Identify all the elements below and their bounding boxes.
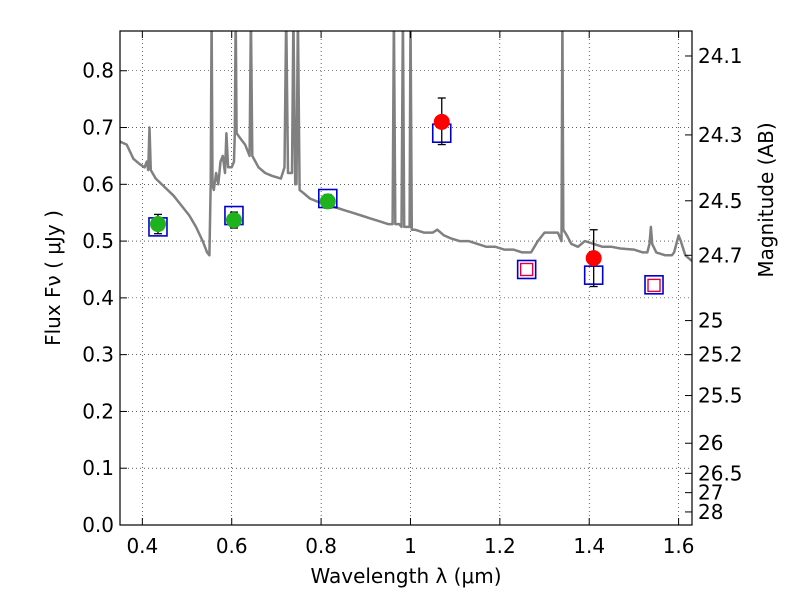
- red-data-point: [433, 113, 450, 130]
- right-tick-label: 24.5: [698, 189, 743, 213]
- spectrum-line: [120, 31, 692, 262]
- plot-frame: [119, 30, 693, 526]
- x-tick-label: 1: [404, 534, 417, 558]
- right-tick-label: 28: [698, 500, 723, 524]
- spectrum-layer: [120, 31, 692, 262]
- y-tick-label: 0.4: [82, 286, 114, 310]
- model-square: [644, 275, 664, 295]
- upper-limit-square: [519, 262, 534, 277]
- right-tick-label: 27: [698, 481, 723, 505]
- right-tick-label: 26: [698, 431, 723, 455]
- right-tick-label: 25.5: [698, 384, 743, 408]
- y-tick-label: 0.0: [82, 513, 114, 537]
- red-data-point: [585, 250, 602, 267]
- x-tick-label: 1.2: [484, 534, 516, 558]
- tick-labels: 0.4 0.6 0.8 1 1.2 1.4 1.6 0.0 0.1 0.2 0.3 0.4 0.5 0.6…: [82, 44, 742, 558]
- x-tick-label: 0.4: [126, 534, 158, 558]
- right-tick-label: 24.1: [698, 44, 743, 68]
- green-data-point: [225, 212, 242, 229]
- green-data-point: [319, 193, 336, 210]
- right-tick-label: 24.3: [698, 123, 743, 147]
- y-tick-label: 0.5: [82, 229, 114, 253]
- x-tick-label: 1.4: [573, 534, 605, 558]
- right-tick-label: 25: [698, 309, 723, 333]
- upper-limit-square: [647, 278, 661, 293]
- ticks: [120, 31, 692, 526]
- marker-layer: [148, 97, 664, 295]
- y-tick-label: 0.8: [82, 59, 114, 83]
- x-tick-label: 0.6: [216, 534, 248, 558]
- y-tick-label: 0.7: [82, 116, 114, 140]
- right-tick-label: 24.7: [698, 243, 743, 267]
- y-axis-label-right: Magnitude (AB): [754, 122, 778, 277]
- x-tick-label: 0.8: [305, 534, 337, 558]
- y-axis-label-left: Flux Fν ( μJy ): [41, 210, 65, 346]
- right-tick-label: 25.2: [698, 343, 743, 367]
- right-tick-label: 26.5: [698, 461, 743, 485]
- plot-background: [120, 31, 692, 525]
- y-tick-label: 0.2: [82, 399, 114, 423]
- model-square: [516, 259, 537, 280]
- green-data-point: [149, 216, 166, 233]
- x-tick-label: 1.6: [663, 534, 695, 558]
- y-tick-label: 0.1: [82, 456, 114, 480]
- y-tick-label: 0.6: [82, 172, 114, 196]
- y-tick-label: 0.3: [82, 343, 114, 367]
- x-axis-label: Wavelength λ (μm): [310, 564, 501, 588]
